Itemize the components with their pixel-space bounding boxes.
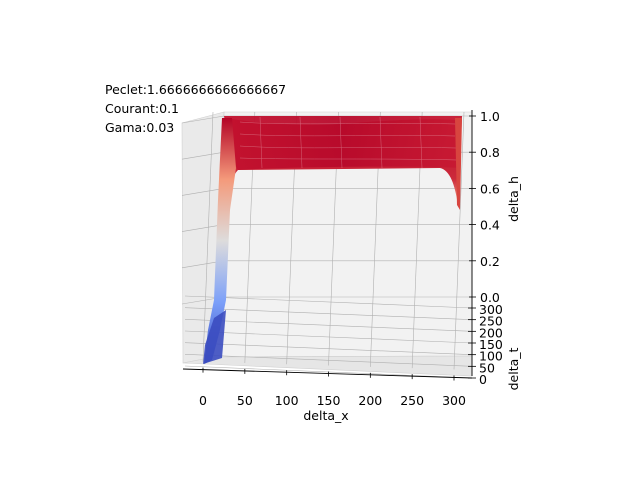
z-tick-label: 1.0: [480, 109, 500, 124]
surface-steep-wall: [204, 118, 236, 364]
y-tick-label: 250: [479, 314, 503, 329]
y-gridline: [184, 319, 473, 332]
surface: [203, 116, 462, 364]
y-gridline: [184, 330, 473, 344]
x-axis-line: [182, 368, 473, 379]
grid-lines: [181, 111, 473, 379]
z-axis-label: delta_h: [506, 176, 521, 222]
x-gridline: [453, 111, 465, 370]
gama-label: Gama:0.03: [105, 120, 175, 135]
x-tick-label: 100: [275, 393, 299, 408]
z-ticks: 0.0 0.2 0.4 0.6 0.8 1.0: [469, 109, 500, 305]
x-tick-label: 0: [199, 393, 207, 408]
z-tick-label: 0.2: [480, 254, 500, 269]
y-gridline: [184, 295, 473, 309]
surface-low-region: [203, 310, 226, 364]
x-tick-label: 50: [237, 393, 253, 408]
y-tick-label: 100: [479, 349, 503, 364]
y-axis-label: delta_t: [506, 347, 521, 390]
surface-mesh: [239, 116, 458, 169]
y-gridline: [184, 354, 473, 367]
floor-pane: [182, 355, 473, 377]
z-gridline-left: [181, 151, 225, 160]
x-tick-label: 250: [400, 393, 424, 408]
y-gridline: [184, 342, 473, 355]
peclet-label: Peclet:1.6666666666666667: [105, 82, 287, 97]
z-gridline-left: [181, 188, 225, 196]
x-ticks: 0 50 100 150 200 250 300: [199, 367, 466, 408]
x-axis-label: delta_x: [303, 408, 348, 423]
y-tick-label: 300: [479, 302, 503, 317]
z-tick-label: 0.0: [480, 290, 500, 305]
courant-label: Courant:0.1: [105, 101, 180, 116]
x-tick-label: 300: [442, 393, 466, 408]
y-tick-label: 200: [479, 325, 503, 340]
z-tick-label: 0.6: [480, 181, 500, 196]
surface-top-band: [224, 116, 462, 170]
y-tick-label: 150: [479, 337, 503, 352]
z-tick-label: 0.4: [480, 218, 500, 233]
z-gridline-left: [181, 115, 225, 124]
y-tick-label: 0: [479, 372, 487, 387]
x-tick-label: 200: [358, 393, 382, 408]
x-tick-label: 150: [317, 393, 341, 408]
y-gridline: [184, 307, 473, 320]
z-tick-label: 0.8: [480, 145, 500, 160]
y-tick-label: 50: [479, 360, 495, 375]
surface-right-edge: [455, 118, 462, 210]
